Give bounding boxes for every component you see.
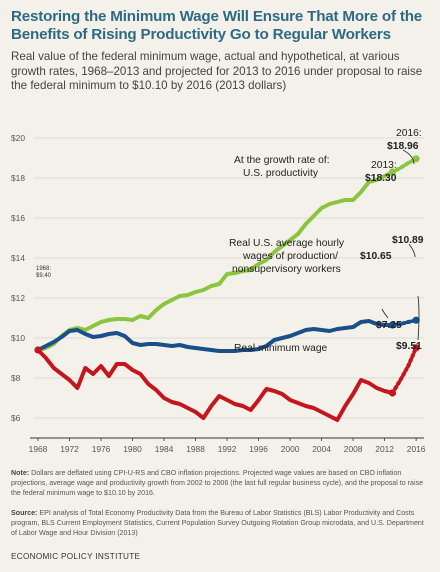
series-labels: At the growth rate of: U.S. productivity… bbox=[229, 155, 345, 354]
y-tick-label: $6 bbox=[11, 413, 21, 423]
series-lines bbox=[34, 155, 420, 422]
minimum-wage-2016-value: $9.51 bbox=[396, 341, 422, 352]
y-tick-label: $16 bbox=[11, 213, 25, 223]
minimum_wage-2016-point bbox=[412, 344, 420, 352]
y-axis-ticks: $20 $18 $16 $14 $12 $10 $8 $6 bbox=[11, 133, 25, 423]
x-tick-label: 1980 bbox=[123, 444, 142, 454]
minimum_wage-2013-point bbox=[388, 389, 397, 397]
minimum_wage-projected-line bbox=[390, 345, 419, 395]
productivity-2016-year: 2016: bbox=[396, 128, 422, 139]
y-tick-label: $8 bbox=[11, 373, 21, 383]
chart-source: Source: EPI analysis of Total Economy Pr… bbox=[11, 508, 429, 539]
average-wage-label-line-3: nonsupervisory workers bbox=[232, 264, 341, 275]
average-wage-2013-value: $10.65 bbox=[360, 251, 392, 262]
source-label: Source: bbox=[11, 509, 38, 517]
publisher-footer: ECONOMIC POLICY INSTITUTE bbox=[11, 552, 141, 561]
productivity-2013-value: $18.30 bbox=[365, 173, 397, 184]
x-tick-label: 2008 bbox=[344, 444, 363, 454]
x-tick-label: 1996 bbox=[249, 444, 268, 454]
y-tick-label: $20 bbox=[11, 133, 25, 143]
average_wage-2013-point bbox=[388, 321, 397, 329]
x-tick-label: 1992 bbox=[218, 444, 237, 454]
arrow-average-2016 bbox=[408, 243, 416, 258]
arrow-minimum-2013 bbox=[381, 308, 389, 319]
chart-title: Restoring the Minimum Wage Will Ensure T… bbox=[11, 8, 423, 43]
productivity-line bbox=[36, 170, 395, 352]
x-axis-ticks: 1968 1972 1976 1980 1984 1988 1992 1996 2000 2004… bbox=[29, 438, 426, 454]
y-tick-label: $10 bbox=[11, 333, 25, 343]
productivity-2013-year: 2013: bbox=[371, 160, 397, 171]
start-point-1968 bbox=[34, 346, 42, 354]
average-wage-2016-value: $10.89 bbox=[392, 235, 424, 246]
y-tick-label: $12 bbox=[11, 293, 25, 303]
x-tick-label: 1984 bbox=[155, 444, 174, 454]
minimum-wage-2013-value: $7.25 bbox=[376, 320, 402, 331]
arrow-productivity-2016 bbox=[402, 149, 415, 165]
start-year-label: 1968: bbox=[36, 266, 51, 272]
productivity-label-line-2: U.S. productivity bbox=[243, 168, 319, 179]
y-tick-label: $18 bbox=[11, 173, 25, 183]
minimum_wage-line bbox=[36, 348, 395, 422]
x-tick-label: 1972 bbox=[60, 444, 79, 454]
minimum-wage-label: Real minimum wage bbox=[234, 343, 328, 354]
chart-note: Note: Dollars are deflated using CPI-U-R… bbox=[11, 468, 429, 499]
arrow-minimum-2016 bbox=[417, 295, 420, 341]
productivity-projected-line bbox=[390, 156, 419, 174]
average_wage-projected-line bbox=[390, 318, 419, 327]
productivity-2016-value: $18.96 bbox=[387, 141, 419, 152]
x-tick-label: 1968 bbox=[29, 444, 48, 454]
source-text: EPI analysis of Total Economy Productivi… bbox=[11, 509, 424, 538]
average-wage-label-line-2: wages of production/ bbox=[242, 251, 338, 262]
productivity-label-line-1: At the growth rate of: bbox=[234, 155, 330, 166]
productivity-2016-point bbox=[412, 155, 420, 163]
value-callouts: 2016: $18.96 2013: $18.30 $10.89 $10.65 … bbox=[36, 128, 424, 352]
x-tick-label: 1976 bbox=[92, 444, 111, 454]
note-text: Dollars are deflated using CPI-U-RS and … bbox=[11, 469, 424, 498]
y-tick-label: $14 bbox=[11, 253, 25, 263]
average-wage-label-line-1: Real U.S. average hourly bbox=[229, 238, 345, 249]
x-tick-label: 2012 bbox=[375, 444, 394, 454]
chart-subtitle: Real value of the federal minimum wage, … bbox=[11, 50, 423, 93]
x-tick-label: 2016 bbox=[407, 444, 426, 454]
start-value-label: $9.40 bbox=[36, 273, 52, 279]
x-tick-label: 1988 bbox=[186, 444, 205, 454]
x-tick-label: 2000 bbox=[281, 444, 300, 454]
average_wage-2016-point bbox=[412, 316, 420, 324]
x-tick-label: 2004 bbox=[312, 444, 331, 454]
average_wage-line bbox=[36, 319, 395, 353]
productivity-2013-point bbox=[388, 168, 397, 176]
note-label: Note: bbox=[11, 469, 30, 477]
